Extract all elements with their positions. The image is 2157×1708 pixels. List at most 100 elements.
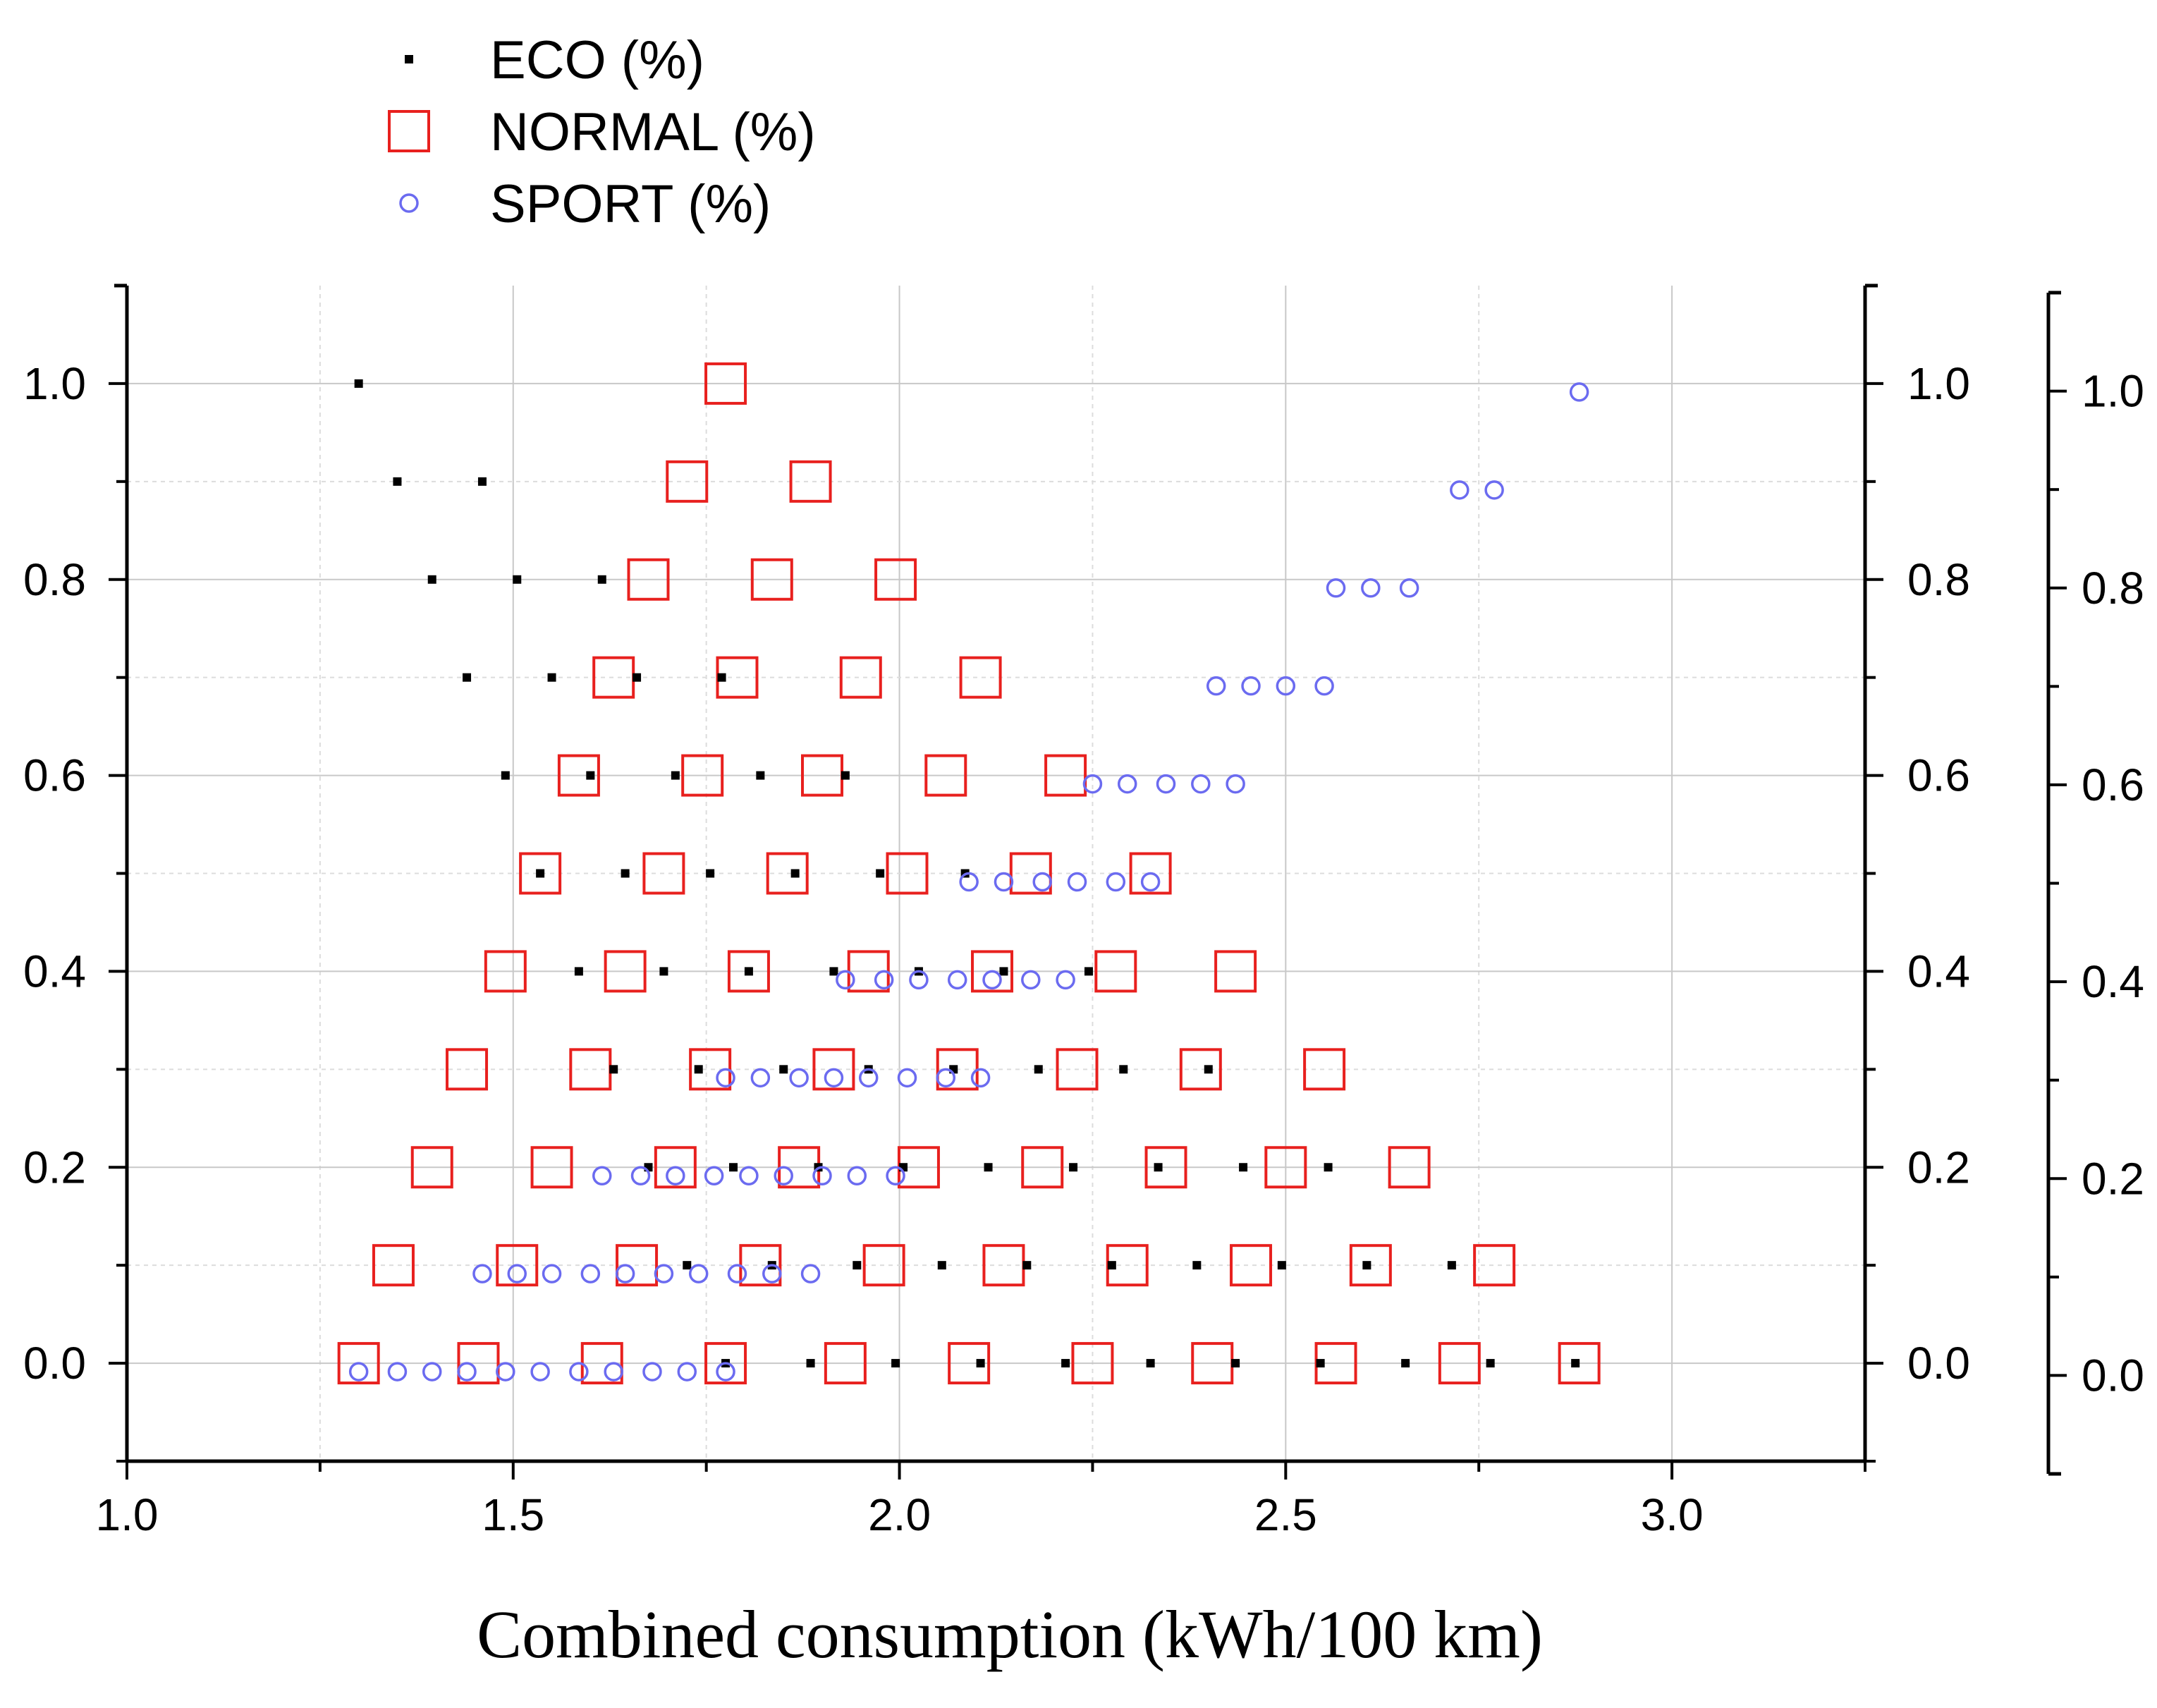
series-sport	[348, 382, 1589, 1381]
data-point	[457, 1362, 477, 1381]
data-point	[569, 1362, 589, 1381]
data-point	[982, 970, 1002, 990]
data-point	[704, 1166, 724, 1185]
data-point	[1399, 578, 1419, 598]
grid	[127, 286, 1865, 1461]
data-point	[547, 673, 556, 682]
data-point	[1206, 676, 1226, 696]
data-point	[1082, 774, 1103, 794]
data-point	[1401, 1359, 1410, 1368]
data-point	[1349, 1244, 1392, 1287]
data-point	[774, 1166, 793, 1185]
data-point	[1009, 852, 1052, 895]
y-tick-label-right: 1.0	[1907, 358, 1970, 409]
data-point	[542, 1264, 562, 1283]
data-point	[1119, 1065, 1128, 1074]
data-point	[580, 1264, 601, 1283]
data-point	[886, 1166, 905, 1185]
data-point	[704, 1342, 747, 1385]
data-point	[812, 1048, 855, 1091]
data-point	[484, 950, 527, 993]
data-point	[666, 460, 709, 503]
data-point	[984, 1163, 993, 1172]
data-point	[976, 1359, 985, 1368]
data-point	[839, 656, 882, 699]
y-tick-label-right: 0.8	[1907, 554, 1970, 605]
y-tick-label-right-2: 0.8	[2082, 563, 2144, 614]
data-point	[354, 379, 363, 388]
data-point	[597, 575, 606, 584]
data-point	[716, 1068, 735, 1088]
data-point	[1204, 1065, 1213, 1074]
data-point	[1226, 774, 1245, 794]
legend-marker	[405, 55, 413, 63]
data-point	[1067, 872, 1087, 892]
data-point	[621, 869, 630, 878]
data-point	[1071, 1342, 1114, 1385]
data-point	[750, 558, 793, 601]
data-point	[654, 1146, 697, 1189]
data-point	[1569, 382, 1589, 402]
y-tick-label-right-2: 0.6	[2082, 760, 2144, 810]
data-point	[1061, 1359, 1070, 1368]
y-tick-label-left: 0.0	[23, 1338, 86, 1389]
x-tick-label: 3.0	[1641, 1489, 1704, 1540]
data-point	[1144, 1146, 1187, 1189]
data-point	[994, 872, 1014, 892]
data-point	[1361, 578, 1381, 598]
data-point	[1438, 1342, 1481, 1385]
data-point	[706, 869, 715, 878]
data-point	[937, 1261, 946, 1270]
data-point	[1021, 970, 1041, 990]
data-point	[1324, 1163, 1333, 1172]
data-point	[446, 1048, 489, 1091]
data-point	[1486, 1359, 1495, 1368]
data-point	[1558, 1342, 1601, 1385]
y-tick-label-right: 0.6	[1907, 750, 1970, 801]
data-point	[744, 967, 753, 976]
data-point	[592, 1166, 612, 1185]
data-point	[463, 673, 472, 682]
data-point	[750, 1068, 771, 1088]
y-tick-label-right-2: 0.2	[2082, 1153, 2144, 1204]
data-point	[507, 1264, 527, 1283]
x-axis-label: Combined consumption (kWh/100 km)	[477, 1597, 1543, 1672]
data-point	[688, 1264, 709, 1283]
data-point	[1239, 1163, 1248, 1172]
data-point	[536, 869, 545, 878]
data-point	[659, 967, 668, 976]
data-point	[671, 771, 680, 780]
legend-label: ECO (%)	[490, 30, 704, 90]
y-tick-label-left: 0.8	[23, 554, 86, 605]
data-point	[717, 673, 726, 682]
legend-marker	[388, 110, 430, 152]
data-point	[615, 1264, 635, 1283]
y-tick-label-right: 0.2	[1907, 1142, 1970, 1192]
data-point	[501, 771, 510, 780]
data-point	[1316, 1359, 1325, 1368]
data-point	[1191, 774, 1211, 794]
data-point	[1388, 1146, 1431, 1189]
data-point	[1326, 578, 1346, 598]
data-point	[609, 1065, 618, 1074]
data-point	[886, 852, 929, 895]
series-eco	[354, 379, 1580, 1368]
data-point	[496, 1244, 539, 1287]
data-point	[829, 967, 838, 976]
data-point	[1264, 1146, 1307, 1189]
data-point	[874, 558, 917, 601]
data-point	[513, 575, 522, 584]
data-point	[959, 656, 1002, 699]
data-point	[530, 1362, 550, 1381]
y-tick-label-right-2: 1.0	[2082, 366, 2144, 417]
data-point	[812, 1166, 832, 1185]
data-point	[1044, 754, 1087, 797]
data-point	[824, 1068, 844, 1088]
data-point	[1034, 1065, 1043, 1074]
data-point	[1140, 872, 1161, 892]
data-point	[766, 852, 809, 895]
data-point	[1450, 480, 1469, 500]
data-point	[681, 754, 724, 797]
data-point	[1021, 1146, 1064, 1189]
